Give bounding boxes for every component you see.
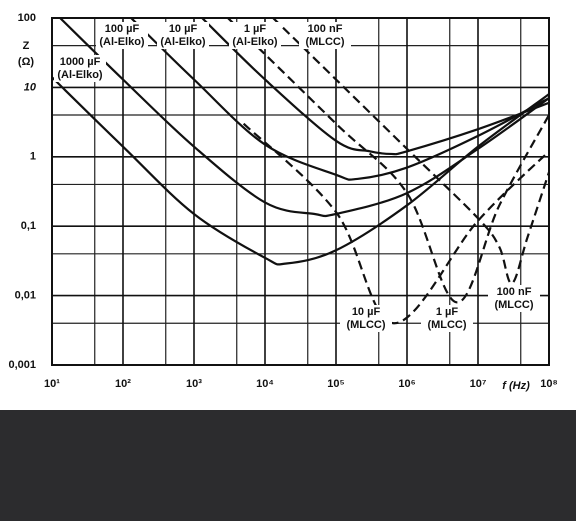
y-tick-label: 10 (24, 81, 37, 93)
x-tick-label: 10¹ (44, 378, 60, 390)
label-bg (96, 22, 148, 49)
x-tick-label: 10⁴ (256, 378, 274, 390)
x-tick-label: 10⁵ (327, 378, 344, 390)
curve-label: (MLCC) (346, 319, 385, 331)
footer-band (0, 410, 576, 521)
y-label: Z (23, 40, 30, 52)
impedance-curve (242, 122, 549, 325)
curve-label: (Al-Elko) (232, 36, 278, 48)
impedance-curve (59, 18, 549, 218)
x-tick-label: 10⁷ (470, 378, 487, 390)
label-bg (157, 22, 209, 49)
annotation: (MLCC) (494, 299, 533, 311)
impedance-curve (201, 18, 549, 156)
x-tick-label: 10³ (186, 378, 202, 390)
curve-label: (MLCC) (427, 319, 466, 331)
curve-label: 100 nF (308, 23, 343, 35)
label-bg (299, 22, 351, 49)
x-tick-label: 10⁶ (398, 378, 415, 390)
curve-label: 10 µF (169, 23, 198, 35)
plot-frame (51, 17, 550, 366)
y-tick-label: 0,001 (8, 359, 36, 371)
impedance-curve (272, 18, 549, 285)
curve-label: (Al-Elko) (57, 69, 103, 81)
curve-label: 100 µF (105, 23, 140, 35)
curve-label: 10 µF (352, 306, 381, 318)
chart: Z (Ω) f (Hz) 10¹ 10² 10³ 10⁴ 10⁵ 10⁶ 10⁷ 10⁸100… (8, 12, 557, 392)
y-tick-label: 0,1 (21, 220, 36, 232)
annotation: 100 nF (497, 286, 532, 298)
curve-label: 1 µF (244, 23, 267, 35)
curve-label: 1 µF (436, 306, 459, 318)
label-bg (340, 305, 392, 332)
y-tick-label: 1 (30, 151, 36, 163)
label-bg (488, 285, 540, 312)
impedance-curve (52, 76, 549, 266)
impedance-curve (130, 18, 549, 181)
y-unit: (Ω) (18, 56, 34, 68)
label-bg (54, 55, 106, 82)
curve-label: (Al-Elko) (99, 36, 145, 48)
curve-label: (MLCC) (305, 36, 344, 48)
x-tick-label: 10⁸ (540, 378, 557, 390)
label-bg (421, 305, 473, 332)
curve-label: 1000 µF (60, 56, 101, 68)
curve-label: (Al-Elko) (160, 36, 206, 48)
x-tick-label: 10² (115, 378, 131, 390)
y-tick-label: 0,01 (15, 290, 36, 302)
y-tick-label: 100 (18, 12, 36, 24)
impedance-curve (227, 18, 549, 304)
label-bg (229, 22, 281, 49)
x-label: f (Hz) (502, 380, 530, 392)
